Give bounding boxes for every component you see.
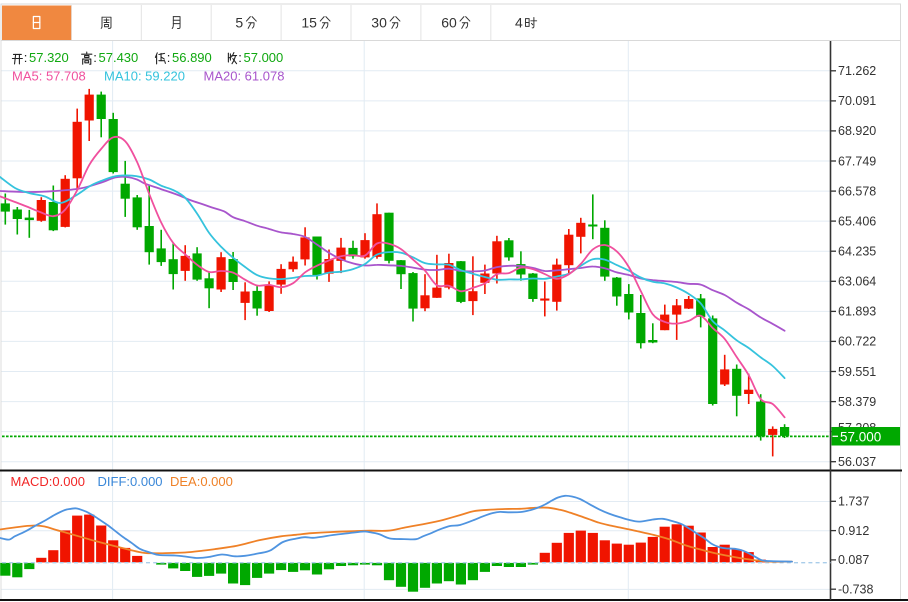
svg-text:71.262: 71.262 bbox=[838, 64, 876, 78]
svg-text:0.087: 0.087 bbox=[838, 553, 869, 567]
svg-text:MA5: 57.708: MA5: 57.708 bbox=[12, 69, 86, 84]
svg-text:5: 5 bbox=[235, 15, 243, 31]
svg-text:57.320: 57.320 bbox=[29, 50, 69, 65]
svg-text:66.578: 66.578 bbox=[838, 184, 876, 198]
svg-text:MACD:0.000: MACD:0.000 bbox=[11, 474, 85, 489]
svg-text:-0.738: -0.738 bbox=[838, 583, 873, 597]
svg-text::: : bbox=[167, 50, 171, 65]
svg-text:0.912: 0.912 bbox=[838, 524, 869, 538]
svg-text:68.920: 68.920 bbox=[838, 124, 876, 138]
svg-text:57.000: 57.000 bbox=[244, 50, 284, 65]
svg-text:60.722: 60.722 bbox=[838, 335, 876, 349]
svg-text:MA10: 59.220: MA10: 59.220 bbox=[104, 69, 185, 84]
svg-text:65.406: 65.406 bbox=[838, 214, 876, 228]
svg-text:63.064: 63.064 bbox=[838, 275, 876, 289]
svg-text:4: 4 bbox=[515, 15, 523, 31]
svg-text:59.551: 59.551 bbox=[838, 365, 876, 379]
svg-text:30: 30 bbox=[371, 15, 387, 31]
svg-text::: : bbox=[238, 50, 242, 65]
svg-text:DIFF:0.000: DIFF:0.000 bbox=[98, 474, 163, 489]
svg-text:61.893: 61.893 bbox=[838, 305, 876, 319]
svg-text:DEA:0.000: DEA:0.000 bbox=[170, 474, 233, 489]
svg-text:15: 15 bbox=[301, 15, 317, 31]
svg-text:56.037: 56.037 bbox=[838, 455, 876, 469]
svg-text:1.737: 1.737 bbox=[838, 495, 869, 509]
svg-text:70.091: 70.091 bbox=[838, 94, 876, 108]
svg-text:MA20: 61.078: MA20: 61.078 bbox=[204, 69, 285, 84]
svg-text:60: 60 bbox=[441, 15, 457, 31]
svg-text:58.379: 58.379 bbox=[838, 395, 876, 409]
svg-text::: : bbox=[24, 50, 28, 65]
svg-text:64.235: 64.235 bbox=[838, 245, 876, 259]
svg-text:56.890: 56.890 bbox=[172, 50, 212, 65]
svg-text:57.430: 57.430 bbox=[99, 50, 139, 65]
svg-text::: : bbox=[93, 50, 97, 65]
svg-text:57.000: 57.000 bbox=[840, 429, 881, 444]
svg-text:67.749: 67.749 bbox=[838, 154, 876, 168]
